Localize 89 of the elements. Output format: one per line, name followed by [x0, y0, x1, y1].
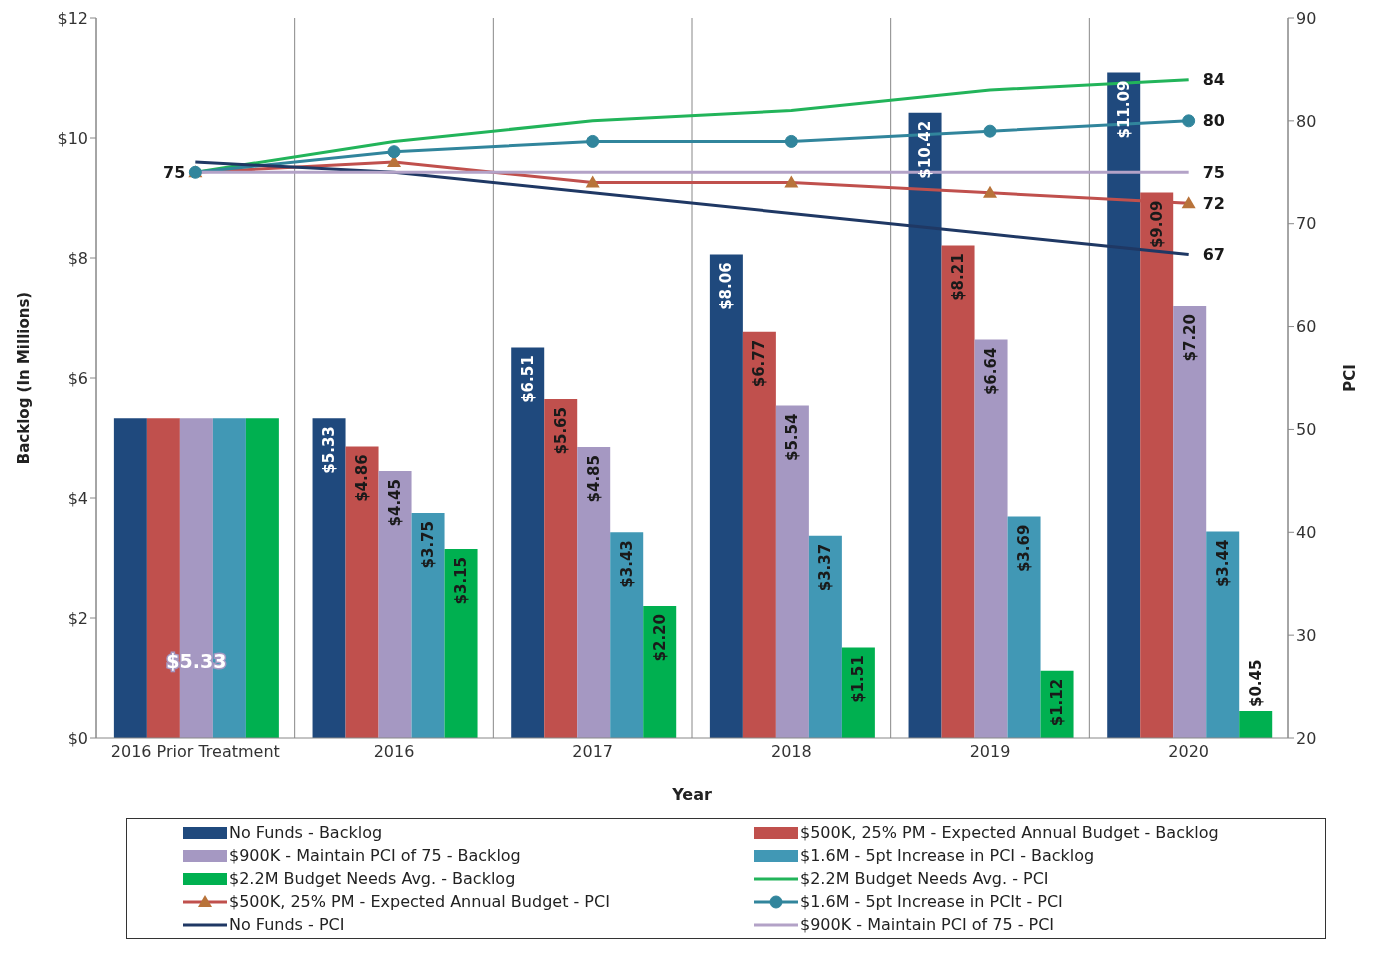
y2-tick-label: 60	[1296, 317, 1317, 337]
y-tick-label: $0	[67, 728, 88, 748]
data-label: $3.44	[1213, 539, 1232, 588]
x-tick-label: 2016	[373, 742, 415, 762]
data-label: $3.37	[816, 543, 835, 592]
data-label: $5.54	[783, 413, 802, 462]
bar	[1239, 711, 1273, 738]
bar	[245, 418, 279, 738]
legend-label: $900K - Maintain PCI of 75 - PCI	[800, 915, 1055, 934]
y-tick-label: $12	[57, 8, 88, 28]
legend-label: No Funds - Backlog	[229, 823, 383, 842]
bar	[444, 549, 478, 738]
data-label: 75	[163, 162, 186, 182]
x-tick-label: 2018	[770, 742, 812, 762]
data-label: $4.45	[386, 479, 405, 527]
data-label: $0.45	[1246, 659, 1265, 707]
data-label: $4.85	[584, 455, 603, 503]
bar	[345, 446, 379, 738]
legend-label: $900K - Maintain PCI of 75 - Backlog	[229, 846, 521, 865]
data-label: 72	[1202, 193, 1225, 213]
y-axis-title: Backlog (In Millions)	[15, 291, 34, 465]
data-label: $1.51	[849, 655, 868, 703]
data-label: 84	[1202, 70, 1225, 90]
data-label: $6.64	[982, 347, 1001, 396]
y-tick-label: $2	[67, 608, 88, 628]
data-label: $6.77	[750, 339, 769, 388]
x-tick-label: 2017	[572, 742, 614, 762]
legend-label: $2.2M Budget Needs Avg. - Backlog	[229, 869, 516, 888]
data-label: $3.43	[617, 540, 636, 588]
bar	[610, 532, 644, 738]
data-label: $8.21	[949, 253, 968, 301]
y-tick-label: $10	[57, 128, 88, 148]
bar	[411, 513, 445, 738]
bar	[1206, 531, 1240, 738]
data-label: 67	[1202, 245, 1225, 265]
x-tick-label: 2019	[969, 742, 1011, 762]
y2-tick-label: 50	[1296, 420, 1317, 440]
bar	[709, 254, 743, 738]
y-tick-label: $6	[67, 368, 88, 388]
bar	[643, 606, 677, 738]
y2-axis-title: PCI	[1341, 364, 1360, 392]
x-axis-title: Year	[671, 785, 712, 804]
data-label: $4.86	[353, 454, 372, 502]
bar	[742, 331, 776, 738]
data-label: $5.65	[551, 407, 570, 455]
data-label: $1.12	[1048, 678, 1067, 727]
data-label: 75	[1202, 162, 1225, 182]
y-tick-label: $4	[67, 488, 88, 508]
data-label: $3.75	[419, 521, 438, 569]
bar	[908, 112, 942, 738]
bar	[808, 535, 842, 738]
bar	[1173, 306, 1207, 738]
bar	[1107, 72, 1141, 738]
bar	[113, 418, 147, 738]
bar	[974, 339, 1008, 738]
data-label: $11.09	[1114, 80, 1133, 139]
data-label: $7.20	[1180, 314, 1199, 362]
x-tick-label: 2020	[1168, 742, 1210, 762]
legend-label: $1.6M - 5pt Increase in PCI - Backlog	[800, 846, 1095, 865]
y2-tick-label: 90	[1296, 8, 1317, 28]
data-label: $3.69	[1015, 524, 1034, 573]
data-label: $2.20	[650, 614, 669, 662]
data-label: $10.42	[916, 120, 935, 179]
bar	[544, 399, 578, 738]
bar	[511, 347, 545, 738]
bar	[378, 471, 412, 738]
y2-tick-label: 40	[1296, 522, 1317, 542]
bar	[1007, 516, 1041, 738]
bar	[941, 245, 975, 738]
bar	[577, 447, 611, 738]
y2-tick-label: 20	[1296, 728, 1317, 748]
data-label: $6.51	[518, 355, 537, 403]
data-label: $5.33	[320, 426, 339, 474]
y2-tick-label: 30	[1296, 625, 1317, 645]
legend-label: $2.2M Budget Needs Avg. - PCI	[800, 869, 1049, 888]
y2-tick-label: 70	[1296, 214, 1317, 234]
data-label: $3.15	[452, 557, 471, 605]
bar	[775, 405, 809, 738]
legend-label: $1.6M - 5pt Increase in PCIt - PCI	[800, 892, 1063, 911]
legend-label: $500K, 25% PM - Expected Annual Budget - PCI	[229, 892, 610, 911]
y2-tick-label: 80	[1296, 111, 1317, 131]
y-tick-label: $8	[67, 248, 88, 268]
data-label: 80	[1202, 111, 1225, 131]
x-tick-label: 2016 Prior Treatment	[110, 742, 280, 762]
legend-label: No Funds - PCI	[229, 915, 345, 934]
data-label: $8.06	[717, 262, 736, 310]
bar	[312, 418, 346, 738]
legend-label: $500K, 25% PM - Expected Annual Budget - Backlog	[800, 823, 1219, 842]
data-label: $9.09	[1147, 200, 1166, 249]
